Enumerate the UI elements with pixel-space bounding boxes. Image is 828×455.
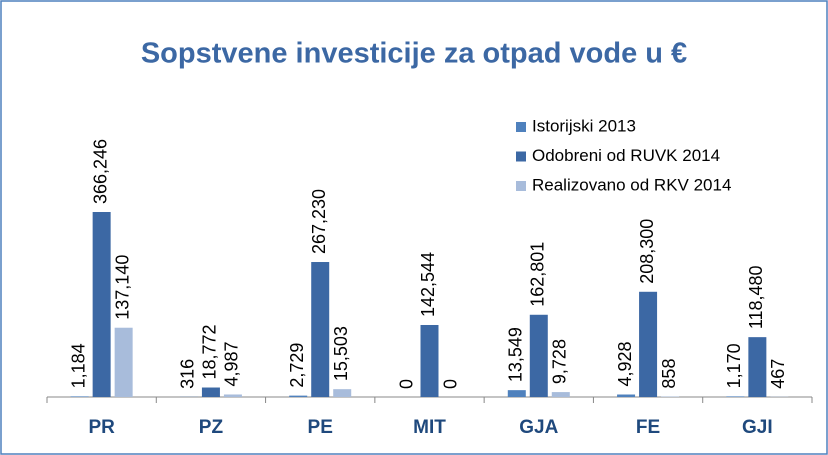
x-tick-label: MIT <box>413 417 446 438</box>
value-label: 13,549 <box>506 327 526 382</box>
value-label: 208,300 <box>637 219 657 284</box>
legend-swatch <box>516 151 526 162</box>
x-tick-label: GJI <box>742 417 773 438</box>
value-label: 1,184 <box>68 343 88 388</box>
x-tick-label: PZ <box>199 417 224 438</box>
value-label: 118,480 <box>746 265 766 329</box>
bar <box>92 212 111 397</box>
value-label: 162,801 <box>528 242 548 307</box>
bar <box>617 394 636 397</box>
legend-swatch <box>516 181 526 191</box>
value-label: 18,772 <box>200 324 220 379</box>
value-label: 2,729 <box>287 343 307 388</box>
value-label: 137,140 <box>112 255 132 320</box>
bar <box>726 396 745 397</box>
x-tick-label: FE <box>636 417 660 438</box>
x-tick-label: GJA <box>519 417 558 438</box>
value-label: 9,728 <box>550 339 570 384</box>
value-label: 0 <box>396 379 416 389</box>
legend-swatch <box>516 122 526 132</box>
value-label: 142,544 <box>418 252 438 317</box>
value-label: 1,170 <box>724 343 744 388</box>
bar <box>420 324 439 397</box>
chart-title: Sopstvene investicije za otpad vode u € <box>141 38 687 70</box>
bar <box>70 396 89 397</box>
value-label: 267,230 <box>309 189 329 254</box>
bar <box>748 337 767 397</box>
bar <box>333 389 352 397</box>
bar <box>311 262 330 397</box>
value-label: 4,987 <box>222 341 242 386</box>
x-tick-label: PR <box>88 417 115 438</box>
bar <box>639 291 658 397</box>
legend-label: Realizovano od RKV 2014 <box>532 175 731 194</box>
value-label: 858 <box>659 359 679 389</box>
value-label: 316 <box>178 359 198 389</box>
x-tick-label: PE <box>308 417 333 438</box>
value-label: 366,246 <box>90 139 110 204</box>
bar <box>551 392 570 397</box>
value-label: 467 <box>768 359 788 389</box>
value-label: 0 <box>440 379 460 389</box>
bar <box>289 395 308 397</box>
bar <box>529 314 548 397</box>
value-label: 15,503 <box>331 326 351 381</box>
bar <box>223 394 242 397</box>
bar <box>114 327 133 397</box>
bar <box>201 387 220 397</box>
legend-label: Istorijski 2013 <box>532 116 636 135</box>
bar <box>507 390 526 397</box>
value-label: 4,928 <box>615 341 635 386</box>
legend-label: Odobreni od RUVK 2014 <box>532 146 720 165</box>
